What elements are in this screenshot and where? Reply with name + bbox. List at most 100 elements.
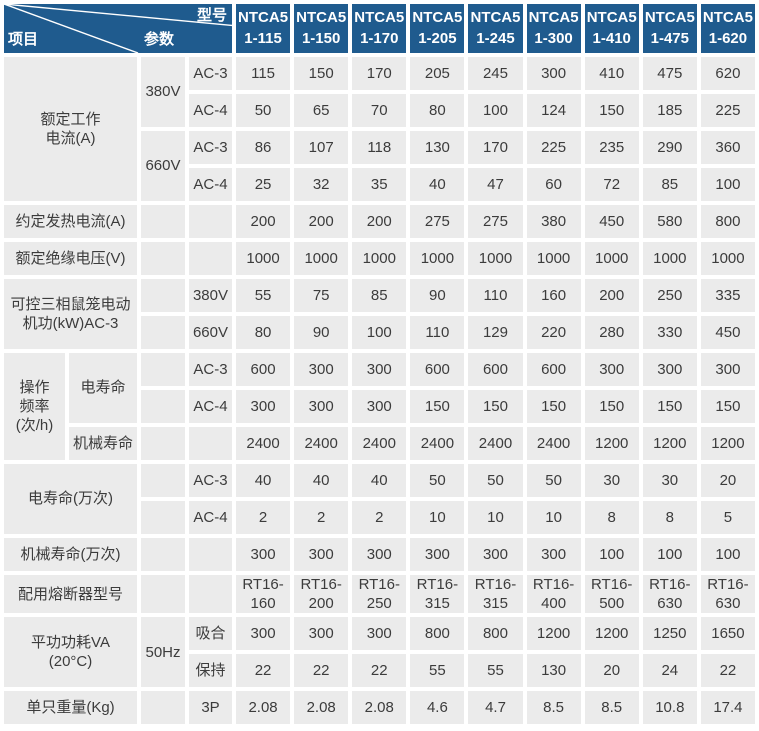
value-cell: 115 [236,57,291,90]
row-label: 电寿命 [69,353,137,423]
value-cell: 600 [526,353,581,386]
value-cell: 22 [700,654,755,688]
row-label: 380V [189,279,232,312]
value-cell: 2400 [468,427,523,460]
value-cell: 30 [584,464,639,497]
value-cell: 22 [236,654,291,688]
value-cell: 300 [642,353,697,386]
value-cell: 1250 [642,617,697,651]
table-row: 660V 80 90 100 110 129 220 280 330 450 [4,316,755,349]
value-cell: 2400 [410,427,465,460]
value-cell: RT16- 500 [584,575,639,614]
value-cell: 250 [642,279,697,312]
value-cell: 300 [294,617,349,651]
row-label: AC-3 [189,57,232,90]
row-label: AC-4 [189,501,232,534]
value-cell: 150 [410,390,465,423]
value-cell: RT16- 630 [700,575,755,614]
empty-cell [141,316,185,349]
header-row: 型号 参数 项目 NTCA5 1-115 NTCA5 1-150 NTCA5 1-1… [4,4,755,53]
row-label: 380V [141,57,185,127]
table-row: 单只重量(Kg) 3P 2.08 2.08 2.08 4.6 4.7 8.5 8.5 10.8 17… [4,691,755,725]
value-cell: 129 [468,316,523,349]
row-label: 机械寿命 [69,427,137,460]
value-cell: 300 [352,617,407,651]
value-cell: 300 [236,617,291,651]
value-cell: 360 [700,131,755,164]
value-cell: 22 [352,654,407,688]
value-cell: 150 [700,390,755,423]
value-cell: 220 [526,316,581,349]
value-cell: 4.6 [410,691,465,725]
table-row: AC-4 2 2 2 10 10 10 8 8 5 [4,501,755,534]
value-cell: 40 [236,464,291,497]
value-cell: 100 [352,316,407,349]
column-header: NTCA5 1-300 [526,4,581,53]
value-cell: 1000 [294,242,349,275]
value-cell: 5 [700,501,755,534]
column-header: NTCA5 1-245 [468,4,523,53]
value-cell: 2400 [294,427,349,460]
empty-cell [141,205,185,238]
row-label: 配用熔断器型号 [4,575,137,614]
value-cell: 124 [526,94,581,127]
row-label: 3P [189,691,232,725]
value-cell: 450 [700,316,755,349]
column-header: NTCA5 1-475 [642,4,697,53]
value-cell: 300 [468,538,523,571]
value-cell: 245 [468,57,523,90]
value-cell: 10 [468,501,523,534]
value-cell: RT16- 315 [468,575,523,614]
value-cell: 1000 [352,242,407,275]
value-cell: 100 [700,168,755,201]
value-cell: 80 [410,94,465,127]
table-row: 平功功耗VA (20°C) 50Hz 吸合 300 300 300 800 800 1200 12… [4,617,755,688]
table-row: 操作 频率 (次/h) 电寿命 AC-3 600 300 300 600 600 600 300 3… [4,353,755,460]
empty-cell [189,575,232,614]
row-label: 额定工作 电流(A) [4,57,137,201]
table-body: 额定工作 电流(A) 380V AC-3 115 150 170 205 245 300 410 4… [4,57,755,725]
value-cell: 130 [410,131,465,164]
value-cell: 300 [584,353,639,386]
value-cell: 1200 [642,427,697,460]
value-cell: 300 [236,538,291,571]
value-cell: 8.5 [526,691,581,725]
value-cell: 10 [526,501,581,534]
value-cell: 85 [352,279,407,312]
row-label: AC-3 [189,464,232,497]
value-cell: 200 [236,205,291,238]
empty-cell [141,538,185,571]
table-row: AC-4 300 300 300 150 150 150 150 150 150 [4,390,755,423]
empty-cell [189,427,232,460]
value-cell: 90 [410,279,465,312]
value-cell: 150 [584,94,639,127]
row-label: 660V [141,131,185,201]
table-row: 配用熔断器型号 RT16- 160 RT16- 200 RT16- 250 RT16- … [4,575,755,614]
row-label: 约定发热电流(A) [4,205,137,238]
value-cell: 40 [352,464,407,497]
value-cell: 600 [410,353,465,386]
empty-cell [141,464,185,497]
value-cell: 50 [468,464,523,497]
value-cell: 150 [642,390,697,423]
value-cell: 600 [468,353,523,386]
value-cell: 300 [526,538,581,571]
empty-cell [141,575,185,614]
corner-item-label: 项目 [8,31,39,48]
value-cell: 410 [584,57,639,90]
value-cell: 22 [294,654,349,688]
value-cell: RT16- 630 [642,575,697,614]
row-label: 平功功耗VA (20°C) [4,617,137,688]
value-cell: 620 [700,57,755,90]
value-cell: 70 [352,94,407,127]
value-cell: 100 [584,538,639,571]
value-cell: 2400 [352,427,407,460]
value-cell: 300 [352,353,407,386]
value-cell: 2 [352,501,407,534]
value-cell: 800 [410,617,465,651]
row-label: AC-4 [189,390,232,423]
empty-cell [189,242,232,275]
table-row: 机械寿命(万次) 300 300 300 300 300 300 100 100 100 [4,538,755,571]
table-row: 机械寿命 2400 2400 2400 2400 2400 2400 1200 1200 1200 [4,427,755,460]
value-cell: 47 [468,168,523,201]
